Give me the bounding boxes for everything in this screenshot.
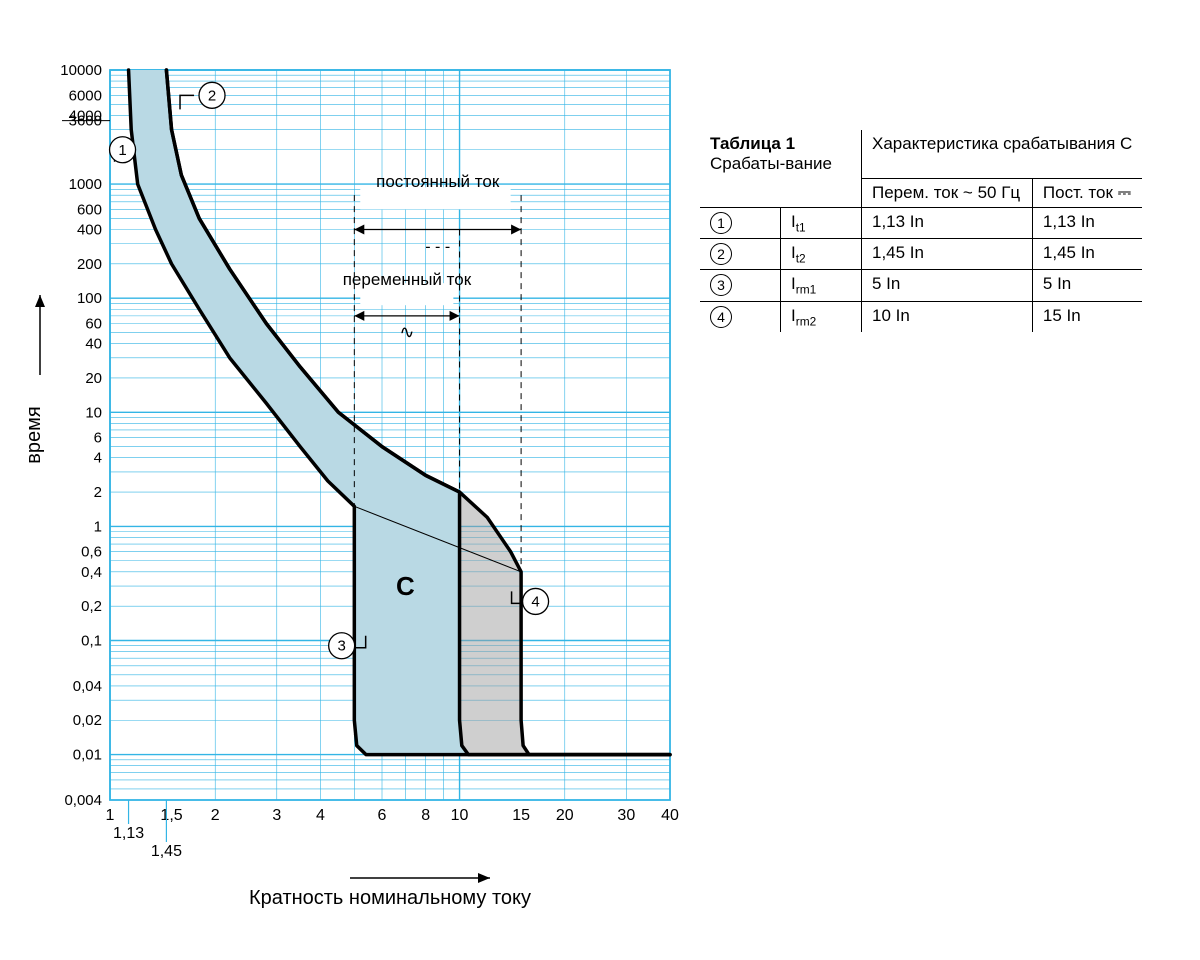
svg-text:6000: 6000 — [69, 87, 102, 104]
svg-text:0,04: 0,04 — [73, 678, 102, 695]
svg-text:10: 10 — [85, 404, 102, 421]
svg-text:переменный ток: переменный ток — [343, 270, 472, 289]
row-symbol: It1 — [781, 207, 862, 238]
svg-text:20: 20 — [85, 370, 102, 387]
table-title: Таблица 1 — [710, 134, 795, 153]
table-header-right: Характеристика срабатывания С — [872, 134, 1132, 153]
row-ac: 10 In — [862, 301, 1033, 332]
svg-text:4: 4 — [94, 450, 102, 467]
svg-text:10000: 10000 — [60, 62, 102, 79]
trip-table: Таблица 1 Срабаты-вание Характеристика с… — [700, 130, 1160, 332]
row-dc: 1,13 In — [1032, 207, 1142, 238]
row-marker: 2 — [710, 243, 732, 265]
svg-text:2: 2 — [211, 807, 220, 824]
svg-text:40: 40 — [661, 807, 679, 824]
svg-text:2: 2 — [94, 484, 102, 501]
svg-text:1: 1 — [106, 807, 115, 824]
table-subtitle: Срабаты-вание — [710, 154, 832, 173]
svg-text:1000: 1000 — [69, 176, 102, 193]
row-symbol: It2 — [781, 238, 862, 269]
svg-text:0,01: 0,01 — [73, 747, 102, 764]
svg-text:600: 600 — [77, 201, 102, 218]
svg-text:0,004: 0,004 — [64, 792, 102, 809]
svg-text:0,1: 0,1 — [81, 632, 102, 649]
svg-text:3600: 3600 — [69, 113, 102, 130]
svg-text:Кратность номинальному току: Кратность номинальному току — [249, 887, 531, 909]
svg-text:6: 6 — [94, 430, 102, 447]
svg-text:постоянный ток: постоянный ток — [376, 172, 500, 191]
row-symbol: Irm1 — [781, 270, 862, 301]
row-marker: 3 — [710, 274, 732, 296]
svg-text:0,02: 0,02 — [73, 712, 102, 729]
svg-text:20: 20 — [556, 807, 574, 824]
row-ac: 1,45 In — [862, 238, 1033, 269]
row-dc: 15 In — [1032, 301, 1142, 332]
svg-text:1: 1 — [118, 142, 126, 159]
svg-text:- - -: - - - — [425, 239, 450, 256]
svg-text:30: 30 — [617, 807, 635, 824]
row-marker: 4 — [710, 306, 732, 328]
col-dc: Пост. ток ⎓ — [1032, 178, 1142, 207]
svg-text:3: 3 — [272, 807, 281, 824]
svg-text:0,2: 0,2 — [81, 598, 102, 615]
svg-text:1,13: 1,13 — [113, 825, 144, 842]
svg-text:10: 10 — [451, 807, 469, 824]
row-marker: 1 — [710, 212, 732, 234]
row-dc: 5 In — [1032, 270, 1142, 301]
svg-text:100: 100 — [77, 290, 102, 307]
svg-text:15: 15 — [512, 807, 530, 824]
row-symbol: Irm2 — [781, 301, 862, 332]
svg-text:3: 3 — [337, 638, 345, 655]
svg-text:60: 60 — [85, 316, 102, 333]
svg-text:6: 6 — [378, 807, 387, 824]
row-ac: 5 In — [862, 270, 1033, 301]
svg-text:400: 400 — [77, 222, 102, 239]
col-ac: Перем. ток ~ 50 Гц — [862, 178, 1033, 207]
row-dc: 1,45 In — [1032, 238, 1142, 269]
svg-text:200: 200 — [77, 256, 102, 273]
svg-text:C: C — [396, 571, 415, 601]
svg-text:1: 1 — [94, 518, 102, 535]
svg-text:∿: ∿ — [399, 322, 414, 342]
svg-text:40: 40 — [85, 336, 102, 353]
svg-text:4: 4 — [531, 593, 539, 610]
svg-text:8: 8 — [421, 807, 430, 824]
svg-text:1,45: 1,45 — [151, 843, 182, 860]
svg-text:4: 4 — [316, 807, 325, 824]
row-ac: 1,13 In — [862, 207, 1033, 238]
svg-text:время: время — [23, 406, 45, 463]
svg-text:2: 2 — [208, 87, 216, 104]
trip-curve-chart: постоянный ток - - - переменный ток ∿ C 1 2 3 4 1… — [20, 60, 680, 920]
svg-text:0,4: 0,4 — [81, 564, 102, 581]
svg-text:0,6: 0,6 — [81, 544, 102, 561]
svg-text:1,5: 1,5 — [160, 807, 182, 824]
